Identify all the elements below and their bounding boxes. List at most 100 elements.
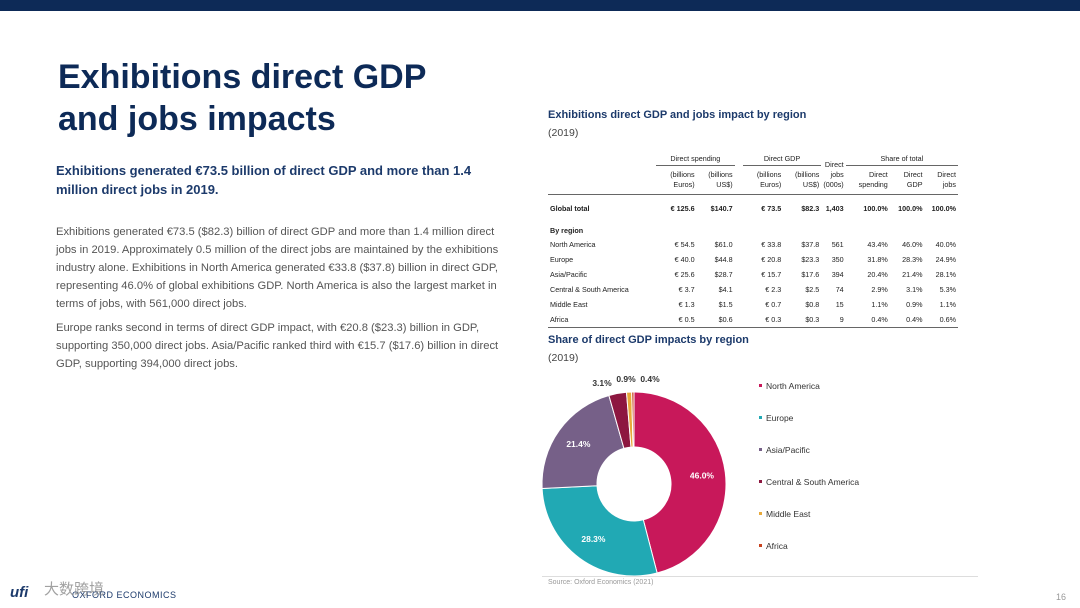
chart-title: Share of direct GDP impacts by region [548, 334, 749, 346]
title-line-1: Exhibitions direct GDP [58, 58, 427, 96]
cell: $2.5 [805, 285, 820, 294]
divider [542, 576, 978, 577]
table-row-global: Global total € 125.6 $140.7 € 73.5 $82.3… [548, 195, 958, 222]
cell: € 3.7 [678, 285, 695, 294]
cell: 561 [831, 240, 844, 249]
table-row: Asia/Pacific € 25.6 $28.7 € 15.7 $17.6 3… [548, 267, 958, 282]
legend-label: Africa [766, 541, 788, 551]
cell: North America [550, 240, 596, 249]
legend-item: Asia/Pacific [759, 445, 869, 477]
table-row: Europe € 40.0 $44.8 € 20.8 $23.3 350 31.… [548, 252, 958, 267]
header-jobs-unit: (000s) [823, 180, 844, 189]
legend-swatch [759, 512, 762, 515]
cell: 46.0% [902, 240, 923, 249]
cell: 40.0% [935, 240, 956, 249]
cell: $140.7 [710, 203, 733, 213]
table-row: North America € 54.5 $61.0 € 33.8 $37.8 … [548, 237, 958, 252]
legend-item: North America [759, 381, 869, 413]
data-label: 28.3% [581, 534, 606, 544]
title-line-2: and jobs impacts [58, 100, 336, 138]
header-jobs-top: Direct [824, 160, 844, 169]
footer-logos: ufi OXFORD ECONOMICS 大数跨境 [10, 578, 210, 604]
header-direct-gdp: Direct GDP [742, 148, 822, 166]
chart-legend: North America Europe Asia/Pacific Central &… [759, 381, 869, 573]
cell: € 73.5 [761, 203, 782, 213]
cell: 1.1% [871, 300, 888, 309]
unit-gdp-usd: (billions US$) [794, 170, 820, 189]
slice-africa [631, 391, 635, 448]
cell: 2.9% [871, 285, 888, 294]
slice-asia-pacific [541, 394, 625, 489]
legend-swatch [759, 480, 762, 483]
cell: 394 [831, 270, 844, 279]
legend-label: Europe [766, 413, 794, 423]
ufi-logo: ufi [10, 584, 29, 601]
cell: 100.0% [863, 203, 888, 213]
header-share-of-total: Share of total [845, 148, 958, 166]
cell: Europe [550, 255, 574, 264]
cell: € 33.8 [761, 240, 782, 249]
cell: $4.1 [718, 285, 733, 294]
table-row: Africa € 0.5 $0.6 € 0.3 $0.3 9 0.4% 0.4%… [548, 312, 958, 328]
cell: 9 [821, 312, 846, 328]
cell: 1.1% [939, 300, 956, 309]
cell: € 2.3 [765, 285, 782, 294]
cell: 31.8% [867, 255, 888, 264]
cell: € 125.6 [670, 203, 695, 213]
legend-label: Middle East [766, 509, 811, 519]
cell: 43.4% [867, 240, 888, 249]
cell: $37.8 [801, 240, 820, 249]
watermark: 大数跨境 [44, 581, 105, 598]
lead-statement: Exhibitions generated €73.5 billion of d… [56, 163, 472, 197]
legend-swatch [759, 448, 762, 451]
cell: $0.6 [696, 312, 735, 328]
cell: $44.8 [714, 255, 733, 264]
legend-item: Europe [759, 413, 869, 445]
cell: Africa [548, 312, 656, 328]
cell: 0.6% [924, 312, 958, 328]
legend-item: Central & South America [759, 477, 869, 509]
cell: 0.4% [889, 312, 925, 328]
slice-europe [541, 485, 658, 576]
legend-item: Africa [759, 541, 869, 573]
cell: € 40.0 [674, 255, 695, 264]
data-label: 0.9% [616, 374, 636, 384]
cell: 350 [831, 255, 844, 264]
cell: Central & South America [550, 285, 629, 294]
cell: $23.3 [801, 255, 820, 264]
cell: € 1.3 [678, 300, 695, 309]
legend-item: Middle East [759, 509, 869, 541]
cell: $82.3 [801, 203, 820, 213]
cell: Middle East [550, 300, 588, 309]
legend-label: North America [766, 381, 820, 391]
cell: € 15.7 [761, 270, 782, 279]
legend-swatch [759, 416, 762, 419]
slice-north-america [633, 391, 727, 574]
cell: € 20.8 [761, 255, 782, 264]
unit-spending-usd: (billions US$) [708, 170, 733, 189]
cell: 15 [835, 300, 844, 309]
data-label: 21.4% [566, 439, 591, 449]
unit-gdp-eur: (billions Euros) [756, 170, 782, 189]
data-label: 46.0% [690, 470, 715, 480]
donut-chart: 46.0% 28.3% 21.4% 3.1% 0.9% 0.4% [541, 374, 727, 576]
cell: $17.6 [801, 270, 820, 279]
cell: Global total [550, 203, 590, 213]
unit-share-gdp: Direct GDP [903, 170, 923, 189]
legend-swatch [759, 384, 762, 387]
table-row-by-region: By region [548, 221, 958, 237]
cell: € 0.3 [742, 312, 784, 328]
unit-spending-eur: (billions Euros) [670, 170, 695, 189]
cell: 0.9% [906, 300, 923, 309]
cell: 20.4% [867, 270, 888, 279]
cell: 5.3% [939, 285, 956, 294]
unit-share-spending: Direct spending [858, 170, 888, 189]
paragraph-1: Exhibitions generated €73.5 ($82.3) bill… [56, 226, 499, 310]
cell: € 54.5 [674, 240, 695, 249]
cell: 74 [835, 285, 844, 294]
cell: 1,403 [825, 203, 844, 213]
data-label: 3.1% [592, 378, 612, 388]
cell: 100.0% [898, 203, 923, 213]
top-bar [0, 0, 1080, 11]
page-title: Exhibitions direct GDP and jobs impacts [58, 56, 498, 140]
